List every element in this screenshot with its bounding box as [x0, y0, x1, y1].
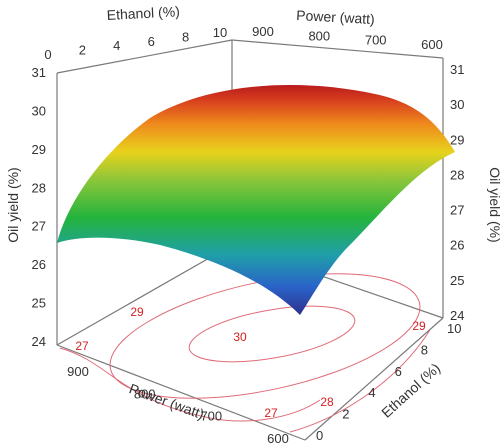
ethanol-bottom-tick-label: 10: [447, 321, 461, 336]
floor-ethanol-axis: [304, 317, 444, 441]
contour-28: [289, 329, 431, 433]
contour-label: 27: [75, 339, 89, 353]
z-left-tick-label: 31: [32, 65, 46, 80]
ethanol-bottom-ticks: 0 2 4 6 8 10: [316, 321, 461, 443]
contour-label: 29: [130, 305, 144, 319]
floor-power-axis: [56, 344, 306, 441]
power-bottom-tick-label: 600: [267, 431, 289, 446]
z-right-tick-label: 25: [450, 273, 464, 288]
ethanol-bottom-tick-label: 2: [342, 407, 349, 422]
contour-29: [109, 273, 421, 399]
ethanol-bottom-tick-label: 6: [395, 364, 402, 379]
floor-back-left-edge: [56, 244, 233, 346]
contour-label: 28: [320, 395, 334, 409]
z-left-tick-label: 29: [32, 142, 46, 157]
z-right-tick-label: 28: [450, 167, 464, 182]
ethanol-top-tick-label: 4: [113, 38, 120, 53]
ethanol-top-ticks: 0 2 4 6 8 10: [44, 25, 227, 62]
power-top-tick-label: 800: [308, 28, 330, 43]
z-right-tick-label: 30: [450, 97, 464, 112]
power-bottom-tick-label: 900: [67, 364, 89, 379]
ethanol-bottom-tick-label: 8: [421, 342, 428, 357]
ethanol-bottom-tick-label: 0: [316, 428, 323, 443]
ethanol-top-tick-label: 6: [148, 34, 155, 49]
contour-27: [59, 347, 321, 422]
contour-label: 29: [412, 319, 426, 333]
ethanol-top-axis-label: Ethanol (%): [106, 3, 180, 23]
ethanol-bottom-tick-label: 4: [368, 385, 375, 400]
contour-label: 27: [264, 406, 278, 420]
power-top-ticks: 600 700 800 900: [252, 24, 443, 52]
z-right-tick-label: 24: [450, 308, 464, 323]
power-top-tick-label: 900: [252, 24, 274, 39]
z-right-tick-label: 29: [450, 132, 464, 147]
ethanol-top-tick-label: 10: [213, 25, 227, 40]
ethanol-top-tick-label: 0: [44, 47, 51, 62]
contour-30: [188, 305, 356, 363]
z-right-axis-label: Oil yield (%): [487, 167, 500, 242]
ethanol-top-tick-label: 8: [182, 29, 189, 44]
z-left-tick-label: 30: [32, 103, 46, 118]
response-surface: [57, 85, 455, 315]
power-top-tick-label: 700: [365, 33, 387, 48]
top-back-left-edge: [56, 39, 233, 74]
z-left-tick-label: 28: [32, 180, 46, 195]
z-right-tick-label: 26: [450, 238, 464, 253]
top-back-right-edge: [231, 39, 444, 59]
z-left-tick-label: 26: [32, 257, 46, 272]
power-top-axis-label: Power (watt): [296, 7, 375, 27]
z-axis-left-ticks: 24 25 26 27 28 29 30 31: [32, 65, 46, 349]
power-bottom-ticks: 600 700 800 900: [67, 364, 289, 446]
z-left-axis-label: Oil yield (%): [5, 167, 21, 242]
z-right-tick-label: 31: [450, 62, 464, 77]
ethanol-top-tick-label: 2: [79, 43, 86, 58]
power-top-tick-label: 600: [421, 37, 443, 52]
z-left-tick-label: 24: [32, 334, 46, 349]
contour-label: 30: [233, 330, 247, 344]
power-bottom-tick-label: 800: [134, 386, 156, 401]
ethanol-bottom-axis-label: Ethanol (%): [378, 360, 443, 421]
z-left-tick-label: 25: [32, 296, 46, 311]
contour-lines: [59, 273, 431, 433]
z-axis-right-ticks: 24 25 26 27 28 29 30 31: [450, 62, 464, 323]
z-right-tick-label: 27: [450, 203, 464, 218]
z-left-tick-label: 27: [32, 219, 46, 234]
power-bottom-tick-label: 700: [200, 409, 222, 424]
